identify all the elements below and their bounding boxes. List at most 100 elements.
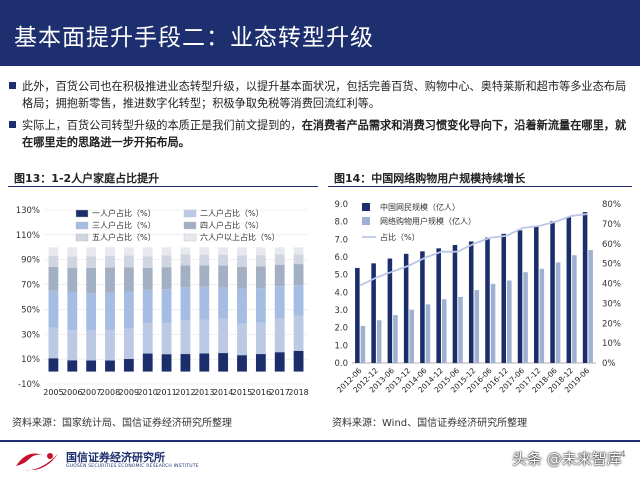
legend-label: 一人户占比（%） <box>92 208 156 218</box>
legend-swatch <box>183 209 197 218</box>
stacked-bar-segment <box>105 255 115 268</box>
stacked-bar-segment <box>199 254 210 266</box>
netizen-bar <box>371 263 376 363</box>
stacked-bar-segment <box>199 319 210 354</box>
x-tick-label: 2017 <box>270 388 290 397</box>
stacked-bar-segment <box>142 256 153 268</box>
online-shopper-bar <box>539 268 545 363</box>
x-tick-label: 2016 <box>251 388 271 397</box>
stacked-bar-segment <box>199 286 210 320</box>
online-shopper-bar <box>588 250 593 363</box>
footer-rule <box>0 440 640 442</box>
stacked-bar-segment <box>161 255 172 268</box>
online-shopper-bar <box>425 304 431 363</box>
x-tick-label: 2006 <box>62 388 82 397</box>
right-chart-source: 资料来源：Wind、国信证券经济研究所整理 <box>332 418 528 429</box>
x-tick-label: 2012 <box>175 388 195 397</box>
y-right-tick-label: 50% <box>602 260 621 270</box>
y-left-tick-label: 8.0 <box>334 218 348 228</box>
legend-label: 二人户占比（%） <box>200 208 264 218</box>
title-bar: 基本面提升手段二：业态转型升级 <box>0 0 640 66</box>
y-left-tick-label: 4.0 <box>334 288 348 298</box>
stacked-bar-segment <box>237 267 247 289</box>
netizen-bar <box>582 212 588 363</box>
netizen-bar <box>387 258 393 363</box>
stacked-bar-segment <box>86 330 97 361</box>
bullet-bold-text: 在消费者产品需求和消费习惯变化导向下，沿着新流量在哪里，就在哪里走的思路进一步开… <box>22 119 627 149</box>
online-shopper-bar <box>572 255 577 363</box>
stacked-bar-segment <box>199 265 210 287</box>
online-shopper-bar <box>409 309 414 363</box>
x-tick-label: 2008 <box>100 388 120 397</box>
bullet-item: 实际上，百货公司转型升级的本质正是我们前文提到的，在消费者产品需求和消费习惯变化… <box>8 117 632 151</box>
stacked-bar-segment <box>237 255 247 268</box>
online-shopper-bar <box>458 296 463 363</box>
netizen-bar <box>355 267 360 363</box>
bullet-text: 此外，百货公司也在积极推进业态转型升级，以提升基本面状况，包括完善百货、购物中心… <box>22 80 627 110</box>
logo-icon <box>16 453 58 471</box>
stacked-bar-segment <box>199 247 210 255</box>
stacked-bar-segment <box>255 247 266 256</box>
x-tick-label: 2018 <box>288 388 308 397</box>
netizen-bar <box>550 221 555 363</box>
stacked-bar-segment <box>293 315 304 351</box>
bullet-square-icon <box>9 82 16 89</box>
stacked-bar-segment <box>293 350 304 372</box>
stacked-bar-segment <box>48 255 59 267</box>
stacked-bar-segment <box>67 247 78 257</box>
stacked-bar-segment <box>255 288 266 323</box>
stacked-bar-segment <box>161 267 172 290</box>
stacked-bar-segment <box>218 247 229 255</box>
stacked-bar-segment <box>255 354 266 372</box>
y-tick-label: 50% <box>21 305 40 315</box>
stacked-bar-segment <box>142 267 153 290</box>
legend-label: 六人户以上占比（%） <box>200 232 280 242</box>
stacked-bar-segment <box>218 265 229 288</box>
netizen-bar <box>403 253 409 363</box>
legend-label: 四人户占比（%） <box>200 220 264 230</box>
stacked-bar-segment <box>123 328 134 360</box>
netizen-bar <box>436 248 441 363</box>
online-shopper-bar <box>360 325 366 363</box>
stacked-bar-segment <box>67 256 78 268</box>
netizen-bar <box>517 230 523 363</box>
stacked-bar-segment <box>105 292 115 330</box>
y-left-tick-label: 7.0 <box>334 235 348 245</box>
stacked-bar-segment <box>67 360 78 372</box>
bullet-list: 此外，百货公司也在积极推进业态转型升级，以提升基本面状况，包括完善百货、购物中心… <box>8 78 632 156</box>
y-tick-label: 30% <box>21 330 40 340</box>
stacked-bar-segment <box>67 267 78 292</box>
stacked-bar-segment <box>123 291 134 329</box>
online-shopper-bar <box>474 290 480 363</box>
x-tick-label: 2005 <box>43 388 63 397</box>
right-chart-rule <box>328 186 632 187</box>
stacked-bar-segment <box>67 291 78 331</box>
y-left-tick-label: 0.0 <box>334 359 348 369</box>
netizen-bar <box>420 251 425 363</box>
stacked-bar-segment <box>255 266 266 289</box>
legend-swatch <box>75 233 89 242</box>
legend-swatch <box>362 217 370 225</box>
stacked-bar-segment <box>274 247 285 255</box>
logo-org-name: 国信证券经济研究所 <box>66 451 165 464</box>
stacked-bar-segment <box>255 255 266 267</box>
y-right-tick-label: 30% <box>602 299 621 309</box>
y-tick-label: 110% <box>16 231 40 241</box>
right-chart: 0.0 1.0 2.0 3.0 4.0 5.0 6.0 7.0 8.0 9.0 0% 10% 20% 30… <box>334 200 621 395</box>
y-left-tick-label: 5.0 <box>334 271 348 281</box>
stacked-bar-segment <box>274 352 285 372</box>
stacked-bar-segment <box>161 289 172 324</box>
stacked-bar-segment <box>48 247 59 256</box>
stacked-bar-segment <box>274 254 285 265</box>
stacked-bar-segment <box>142 353 153 372</box>
online-shopper-bar <box>523 272 528 363</box>
x-tick-label: 2010 <box>138 388 158 397</box>
netizen-bar <box>452 244 458 363</box>
bullet-text: 实际上，百货公司转型升级的本质正是我们前文提到的， <box>22 119 302 132</box>
legend-swatch <box>75 209 89 218</box>
share-line <box>359 213 588 287</box>
legend-label: 五人户占比（%） <box>92 232 156 242</box>
stacked-bar-segment <box>218 287 229 319</box>
stacked-bar-segment <box>293 285 304 316</box>
stacked-bar-segment <box>218 318 229 354</box>
